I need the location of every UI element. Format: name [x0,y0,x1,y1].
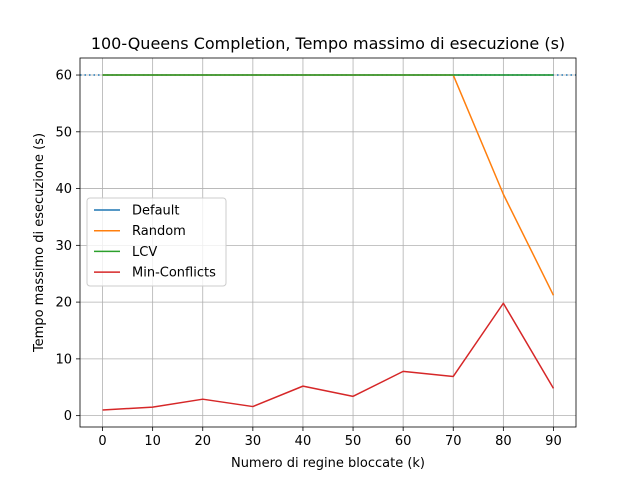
legend-box [86,197,227,287]
chart-title: 100-Queens Completion, Tempo massimo di … [91,34,565,53]
tick-layer: 0 10 20 30 40 50 60 70 80 90 0 10 20 30 40 50 60 [55,69,561,449]
x-tick-label: 80 [495,434,512,449]
y-tick-label: 20 [55,296,72,311]
x-tick-label: 40 [295,434,312,449]
series-layer [102,74,555,411]
x-tick-label: 50 [345,434,362,449]
x-tick-label: 30 [245,434,262,449]
legend-label: Default [132,204,180,219]
series-line-min-conflicts [102,302,555,411]
y-tick-label: 0 [64,409,72,424]
y-tick-label: 60 [55,69,72,84]
grid-layer [80,58,576,427]
legend: Default Random LCV Min-Conflicts [86,197,227,287]
x-tick-label: 90 [545,434,562,449]
y-tick-label: 50 [55,125,72,140]
x-tick-label: 20 [194,434,211,449]
plot-frame [79,57,577,428]
x-tick-label: 60 [395,434,412,449]
y-tick-label: 10 [55,352,72,367]
y-axis-title: Tempo massimo di esecuzione (s) [32,133,47,353]
legend-label: Random [132,224,186,239]
y-tick-label: 30 [55,239,72,254]
x-tick-label: 0 [98,434,106,449]
y-tick-label: 40 [55,182,72,197]
x-tick-label: 10 [144,434,161,449]
x-axis-title: Numero di regine bloccate (k) [231,456,425,471]
legend-label: Min-Conflicts [132,266,216,281]
x-tick-label: 70 [445,434,462,449]
legend-label: LCV [132,245,157,260]
